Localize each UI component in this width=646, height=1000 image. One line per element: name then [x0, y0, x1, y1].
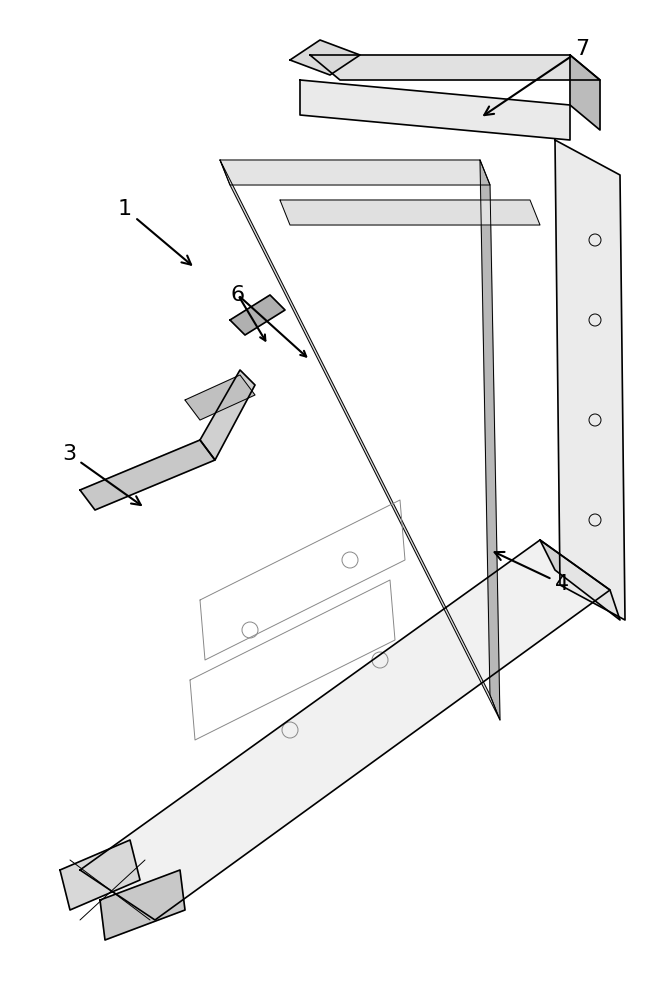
- Text: 1: 1: [118, 199, 191, 265]
- Polygon shape: [540, 540, 620, 620]
- Polygon shape: [80, 540, 610, 920]
- Polygon shape: [280, 200, 540, 225]
- Text: 4: 4: [495, 552, 569, 594]
- Text: 7: 7: [484, 39, 589, 115]
- Polygon shape: [310, 55, 600, 80]
- Polygon shape: [60, 840, 140, 910]
- Polygon shape: [200, 370, 255, 460]
- Polygon shape: [220, 160, 500, 720]
- Polygon shape: [570, 55, 600, 130]
- Polygon shape: [185, 375, 255, 420]
- Polygon shape: [80, 440, 215, 510]
- Polygon shape: [555, 140, 625, 620]
- Polygon shape: [220, 160, 490, 185]
- Text: 6: 6: [231, 285, 245, 305]
- Polygon shape: [230, 295, 285, 335]
- Polygon shape: [290, 40, 360, 75]
- Polygon shape: [480, 160, 500, 720]
- Polygon shape: [100, 870, 185, 940]
- Text: 3: 3: [62, 444, 141, 505]
- Polygon shape: [300, 80, 570, 140]
